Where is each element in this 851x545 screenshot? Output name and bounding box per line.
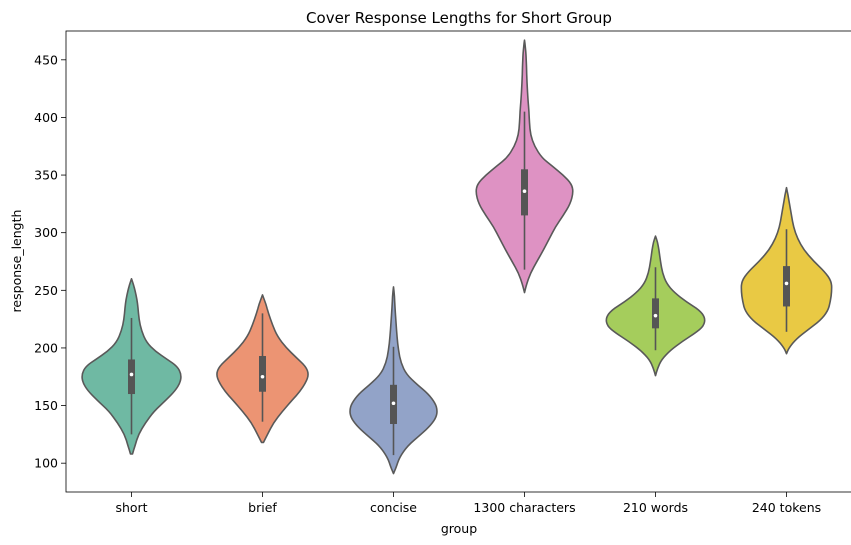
violin-iqr-box (783, 266, 790, 307)
violin-iqr-box (128, 359, 135, 395)
violin-median-dot (653, 313, 658, 318)
violin-median-dot (391, 401, 396, 406)
violin-iqr-box (259, 356, 266, 392)
y-tick-label: 350 (34, 168, 58, 183)
y-axis: 100 150 200 250 300 350 400 450 (34, 52, 66, 471)
violin-median-dot (129, 372, 134, 377)
violin-median-dot (260, 374, 265, 379)
x-tick-label: 240 tokens (752, 500, 821, 515)
violin-median-dot (784, 281, 789, 286)
y-tick-label: 300 (34, 225, 58, 240)
y-axis-label: response_length (9, 210, 24, 313)
violin-median-dot (522, 189, 527, 193)
x-tick-label: brief (248, 500, 277, 515)
violins-group (81, 39, 833, 475)
violin-iqr-box (652, 298, 659, 329)
x-tick-label: concise (370, 500, 417, 515)
y-tick-label: 100 (34, 456, 58, 471)
y-tick-label: 200 (34, 340, 58, 355)
x-tick-label: 210 words (623, 500, 688, 515)
x-axis: short brief concise 1300 characters 210 word… (115, 492, 821, 515)
y-tick-label: 400 (34, 110, 58, 125)
x-axis-label: group (441, 521, 477, 536)
y-tick-label: 150 (34, 398, 58, 413)
x-tick-label: short (115, 500, 147, 515)
y-tick-label: 450 (34, 52, 58, 67)
chart-title: Cover Response Lengths for Short Group (306, 9, 612, 27)
y-tick-label: 250 (34, 283, 58, 298)
plot-frame (65, 30, 851, 493)
x-tick-label: 1300 characters (473, 500, 575, 515)
